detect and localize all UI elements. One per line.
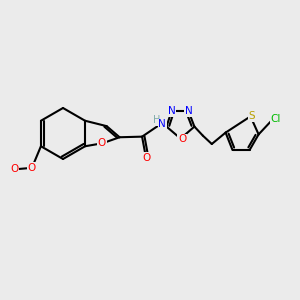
- Text: O: O: [178, 134, 186, 144]
- Text: O: O: [11, 164, 19, 174]
- Text: N: N: [168, 106, 176, 116]
- Text: S: S: [248, 111, 255, 122]
- Text: O: O: [11, 165, 18, 174]
- Text: H: H: [153, 116, 161, 125]
- Text: O: O: [98, 138, 106, 148]
- Text: Cl: Cl: [271, 114, 281, 124]
- Text: N: N: [184, 106, 192, 116]
- Text: O: O: [28, 163, 36, 173]
- Text: N: N: [158, 119, 166, 129]
- Text: O: O: [142, 153, 150, 163]
